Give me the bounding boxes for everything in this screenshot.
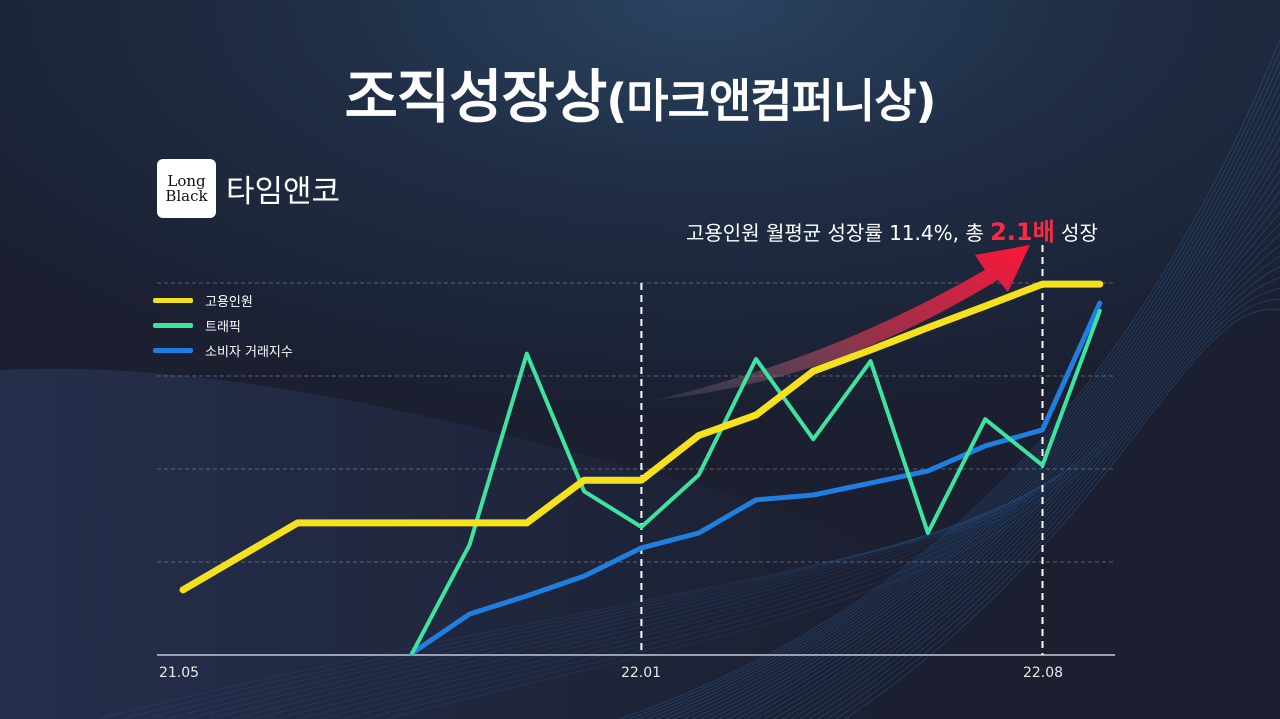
logo-line-2: Black: [165, 186, 208, 205]
growth-arrow-icon: [655, 245, 1030, 400]
legend-label: 고용인원: [205, 295, 253, 310]
series-line: [410, 308, 1102, 656]
legend-item-traffic: 트래픽: [153, 313, 293, 338]
page-title: 조직성장상(마크앤컴퍼니상): [0, 52, 1280, 146]
legend-swatch-traffic: [153, 323, 193, 328]
company-name: 타임앤코: [226, 174, 341, 210]
growth-headline: 고용인원 월평균 성장률 11.4%, 총 2.1배 성장: [686, 212, 1098, 247]
legend-label: 소비자 거래지수: [205, 345, 293, 360]
longblack-logo: Long Black: [157, 159, 216, 218]
chart-series: [179, 280, 1104, 656]
chart-gridlines: [157, 245, 1115, 656]
legend-swatch-employees: [153, 298, 193, 303]
series-line: [179, 280, 1104, 594]
legend-item-employees: 고용인원: [153, 288, 293, 313]
headline-suffix: 성장: [1054, 221, 1098, 245]
logo-line-1: Long: [167, 171, 206, 190]
legend-item-consumer: 소비자 거래지수: [153, 338, 293, 363]
title-sub: (마크앤컴퍼니상): [606, 74, 936, 128]
series-line: [409, 300, 1103, 656]
legend-swatch-consumer: [153, 348, 193, 353]
x-axis-label-2208: 22.08: [1022, 665, 1064, 681]
legend-label: 트래픽: [205, 320, 241, 335]
x-axis-label-2201: 22.01: [620, 665, 662, 681]
headline-emphasis: 2.1배: [990, 218, 1055, 246]
title-main: 조직성장상: [344, 63, 607, 131]
chart-legend: 고용인원 트래픽 소비자 거래지수: [153, 288, 293, 363]
brand: Long Black 타임앤코: [157, 159, 340, 218]
x-axis-label-2105: 21.05: [158, 665, 200, 681]
headline-prefix: 고용인원 월평균 성장률 11.4%, 총: [686, 221, 991, 245]
